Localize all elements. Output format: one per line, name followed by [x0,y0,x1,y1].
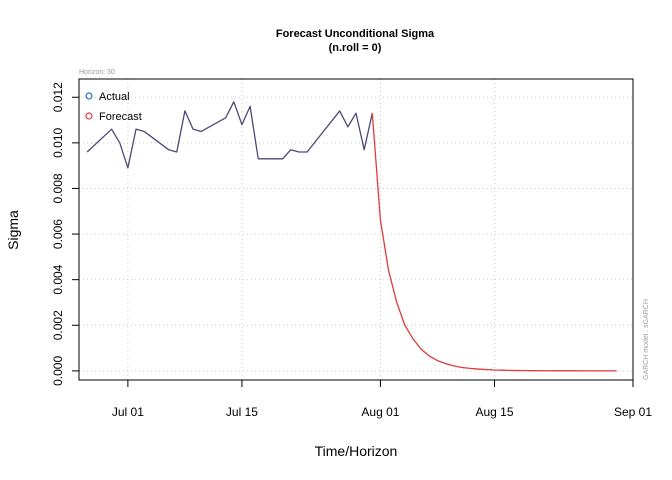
legend: Actual Forecast [85,91,142,123]
chart-title: Forecast Unconditional Sigma [276,28,435,40]
y-tick-label: 0.004 [51,264,65,294]
legend-marker-actual [85,92,93,100]
series-line-forecast [371,113,617,372]
horizon-note: Horizon: 30 [79,69,115,76]
x-axis-title: Time/Horizon [315,443,398,459]
legend-marker-forecast [85,112,93,120]
series-layer [86,101,617,372]
x-tick-label: Jul 01 [112,405,144,419]
x-tick-label: Aug 15 [475,405,513,419]
y-tick-label: 0.006 [51,219,65,249]
x-tick-label: Sep 01 [614,405,652,419]
y-tick-label: 0.002 [51,310,65,340]
series-line-actual [86,101,373,169]
y-tick-label: 0.012 [51,82,65,112]
y-tick-label: 0.000 [51,356,65,386]
y-tick-label: 0.008 [51,173,65,203]
legend-label-forecast: Forecast [99,111,142,123]
y-tick-label: 0.010 [51,128,65,158]
legend-label-actual: Actual [99,91,130,103]
chart-subtitle: (n.roll = 0) [329,42,382,54]
plot-frame [78,78,634,381]
y-axis-title: Sigma [5,210,21,250]
y-axis: 0.000 0.002 0.004 0.006 0.008 0.010 0.012 [51,82,80,386]
x-tick-label: Jul 15 [226,405,258,419]
grid-lines [79,79,634,380]
x-axis: Jul 01 Jul 15 Aug 01 Aug 15 Sep 01 [112,379,652,419]
x-tick-label: Aug 01 [361,405,399,419]
model-side-note: GARCH model : sGARCH [643,299,650,380]
